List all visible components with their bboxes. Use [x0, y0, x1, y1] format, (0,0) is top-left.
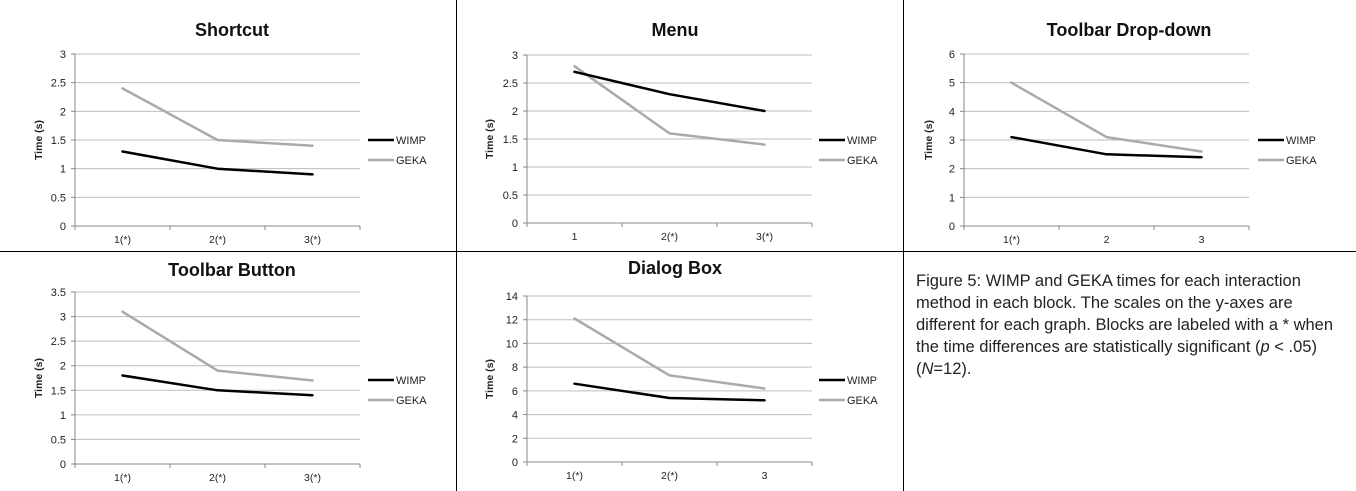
y-axis-label: Time (s) [33, 120, 45, 160]
x-tick-label: 1 [572, 231, 578, 243]
series-line-geka [573, 64, 766, 146]
y-tick-label: 3.5 [51, 287, 66, 299]
legend-label-wimp: WIMP [396, 135, 426, 147]
y-tick-label: 1 [60, 164, 66, 176]
y-tick-label: 3 [949, 135, 955, 147]
y-tick-label: 0.5 [51, 192, 66, 204]
y-tick-label: 1 [512, 162, 518, 174]
x-tick-label: 1(*) [1003, 234, 1020, 246]
y-axis-label: Time (s) [484, 119, 496, 159]
legend-label-wimp: WIMP [396, 375, 426, 387]
chart-title: Shortcut [195, 20, 269, 40]
toolbar-button-chart: Toolbar Button 0 0.5 1 1.5 2 2.5 3 3.5 1(*) 2(*) 3(… [33, 260, 427, 484]
y-tick-label: 2 [60, 361, 66, 373]
y-axis-label: Time (s) [484, 359, 496, 399]
series-line-geka [121, 87, 314, 147]
y-tick-label: 6 [512, 386, 518, 398]
y-tick-label: 0 [512, 457, 518, 469]
series-line-wimp [1010, 135, 1203, 159]
caption-middle: < .05) ( [916, 338, 1317, 378]
toolbar-dropdown-chart: Toolbar Drop-down 0 1 2 3 4 5 6 1(*) 2 3 Time (s) WI… [923, 20, 1317, 246]
x-tick-label: 3(*) [304, 234, 321, 246]
series-line-geka [573, 317, 766, 390]
figure-caption: Figure 5: WIMP and GEKA times for each i… [916, 270, 1348, 380]
x-tick-label: 1(*) [114, 472, 131, 484]
x-tick-label: 2(*) [661, 231, 678, 243]
shortcut-chart: Shortcut 0 0.5 1 1.5 2 2.5 3 1(*) 2(*) 3(*) Time (s… [33, 20, 427, 246]
y-tick-label: 3 [60, 312, 66, 324]
row-divider [0, 251, 903, 252]
y-tick-label: 2 [512, 433, 518, 445]
y-tick-label: 2.5 [503, 78, 518, 90]
y-tick-label: 0 [60, 221, 66, 233]
chart-title: Dialog Box [628, 258, 722, 278]
x-tick-label: 1(*) [114, 234, 131, 246]
legend-label-wimp: WIMP [1286, 135, 1316, 147]
chart-title: Menu [652, 20, 699, 40]
y-tick-label: 1 [60, 410, 66, 422]
series-line-geka [121, 310, 314, 382]
x-tick-label: 3(*) [756, 231, 773, 243]
y-tick-label: 1 [949, 192, 955, 204]
panel-divider-left [456, 0, 457, 491]
row-divider-right [903, 251, 1356, 252]
caption-n: N [921, 360, 934, 378]
y-tick-label: 8 [512, 362, 518, 374]
y-tick-label: 1.5 [51, 385, 66, 397]
legend-label-geka: GEKA [1286, 155, 1317, 167]
y-tick-label: 5 [949, 78, 955, 90]
x-tick-label: 2(*) [661, 470, 678, 482]
chart-title: Toolbar Button [168, 260, 296, 280]
y-tick-label: 3 [512, 50, 518, 62]
y-tick-label: 0 [512, 218, 518, 230]
x-tick-label: 3(*) [304, 472, 321, 484]
x-tick-label: 2(*) [209, 234, 226, 246]
y-axis-label: Time (s) [923, 120, 935, 160]
panel-divider-right [903, 0, 904, 491]
y-tick-label: 0.5 [51, 434, 66, 446]
chart-title: Toolbar Drop-down [1047, 20, 1212, 40]
y-tick-label: 1.5 [51, 135, 66, 147]
y-tick-label: 10 [506, 338, 518, 350]
y-tick-label: 4 [949, 106, 955, 118]
legend-label-geka: GEKA [847, 155, 878, 167]
series-line-wimp [121, 374, 314, 397]
series-line-wimp [573, 70, 766, 113]
series-line-wimp [573, 382, 766, 402]
caption-suffix: =12). [933, 360, 972, 378]
legend-label-geka: GEKA [847, 395, 878, 407]
caption-prefix: Figure 5: WIMP and GEKA times for each i… [916, 272, 1334, 356]
y-tick-label: 3 [60, 49, 66, 61]
x-tick-label: 3 [1199, 234, 1205, 246]
y-tick-label: 0 [949, 221, 955, 233]
x-tick-label: 1(*) [566, 470, 583, 482]
y-tick-label: 14 [506, 291, 518, 303]
y-tick-label: 6 [949, 49, 955, 61]
y-tick-label: 2 [512, 106, 518, 118]
legend-label-wimp: WIMP [847, 135, 877, 147]
x-tick-label: 2 [1104, 234, 1110, 246]
y-tick-label: 0.5 [503, 190, 518, 202]
dialog-box-chart: Dialog Box 0 2 4 6 8 10 12 14 1(*) 2(*) 3 Time (s) WI… [484, 258, 878, 482]
y-tick-label: 4 [512, 410, 518, 422]
legend-label-wimp: WIMP [847, 375, 877, 387]
y-tick-label: 2.5 [51, 336, 66, 348]
y-tick-label: 2.5 [51, 78, 66, 90]
y-tick-label: 2 [949, 164, 955, 176]
y-tick-label: 12 [506, 315, 518, 327]
y-tick-label: 0 [60, 459, 66, 471]
menu-chart: Menu 0 0.5 1 1.5 2 2.5 3 1 2(*) 3(*) Time (s) WIMP GE… [484, 20, 878, 243]
caption-p: p [1260, 338, 1270, 356]
legend-label-geka: GEKA [396, 155, 427, 167]
series-line-geka [1010, 81, 1203, 153]
x-tick-label: 2(*) [209, 472, 226, 484]
y-tick-label: 2 [60, 106, 66, 118]
y-tick-label: 1.5 [503, 134, 518, 146]
y-axis-label: Time (s) [33, 358, 45, 398]
legend-label-geka: GEKA [396, 395, 427, 407]
x-tick-label: 3 [762, 470, 768, 482]
series-line-wimp [121, 150, 314, 176]
